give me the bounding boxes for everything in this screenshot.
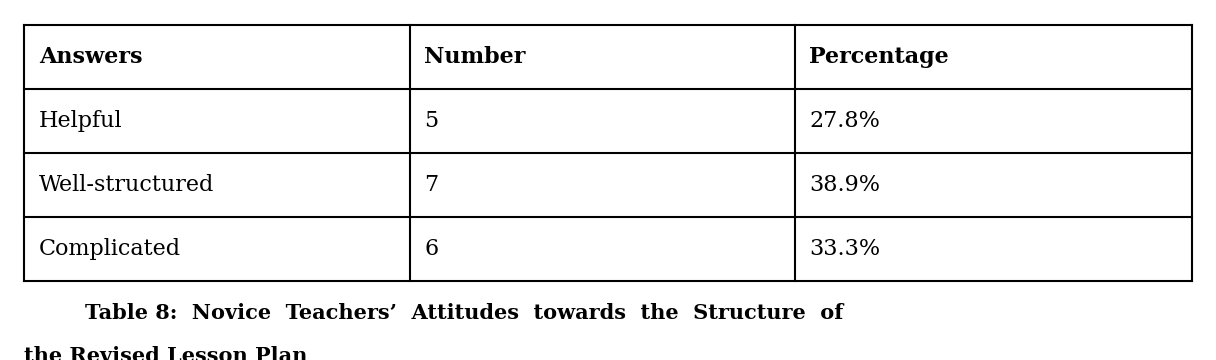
Text: Percentage: Percentage	[810, 46, 950, 68]
Text: 7: 7	[424, 174, 438, 196]
Text: Well-structured: Well-structured	[39, 174, 214, 196]
Text: Complicated: Complicated	[39, 238, 181, 260]
Text: the Revised Lesson Plan: the Revised Lesson Plan	[24, 346, 308, 360]
Text: Table 8:  Novice  Teachers’  Attitudes  towards  the  Structure  of: Table 8: Novice Teachers’ Attitudes towa…	[85, 303, 844, 323]
Text: Number: Number	[424, 46, 525, 68]
Text: 5: 5	[424, 110, 438, 132]
Text: 6: 6	[424, 238, 438, 260]
Text: 38.9%: 38.9%	[810, 174, 880, 196]
Text: 27.8%: 27.8%	[810, 110, 880, 132]
Text: 33.3%: 33.3%	[810, 238, 880, 260]
Text: Helpful: Helpful	[39, 110, 123, 132]
Text: Answers: Answers	[39, 46, 142, 68]
